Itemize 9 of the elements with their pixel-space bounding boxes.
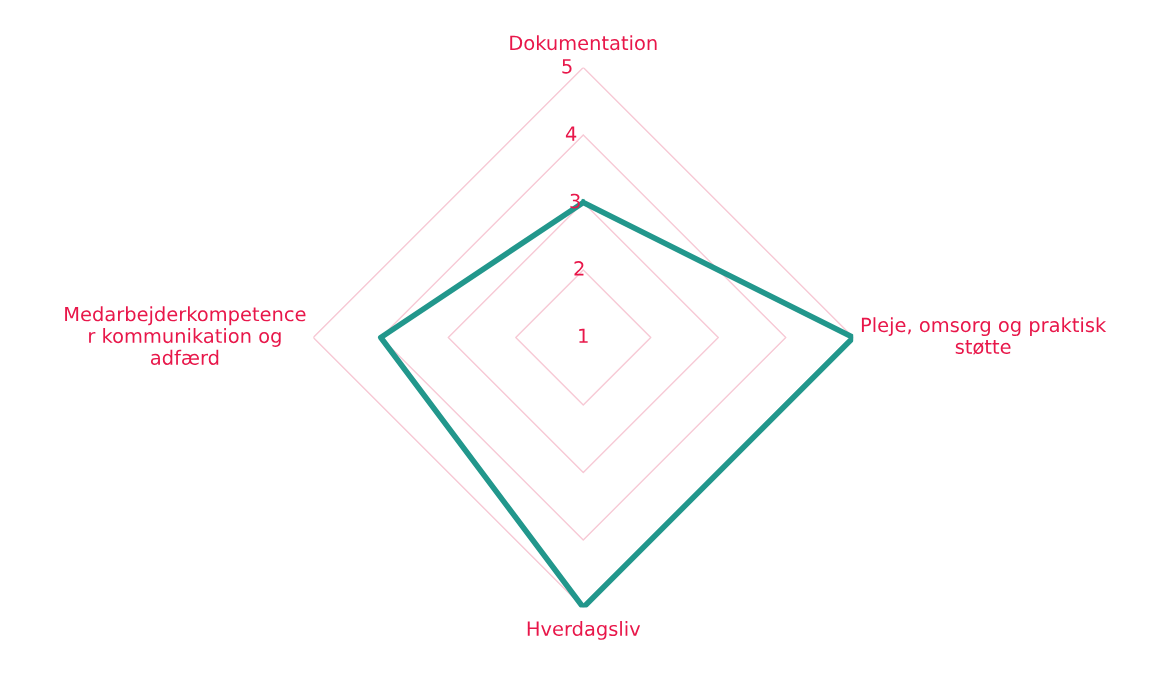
spoke-label: Dokumentation — [510, 35, 657, 51]
y-tick-label: 5 — [562, 59, 572, 74]
y-tick-label: 1 — [579, 328, 588, 343]
spoke-label: Hverdagsliv — [527, 621, 641, 640]
spoke-label: Pleje, omsorg og praktisk støtte — [861, 317, 1107, 355]
spoke-label: Medarbejderkompetence r kommunikation og adfærd — [65, 306, 306, 365]
y-tick-label: 2 — [574, 261, 584, 276]
y-tick-label: 4 — [565, 126, 577, 141]
y-tick-label: 3 — [570, 193, 580, 209]
